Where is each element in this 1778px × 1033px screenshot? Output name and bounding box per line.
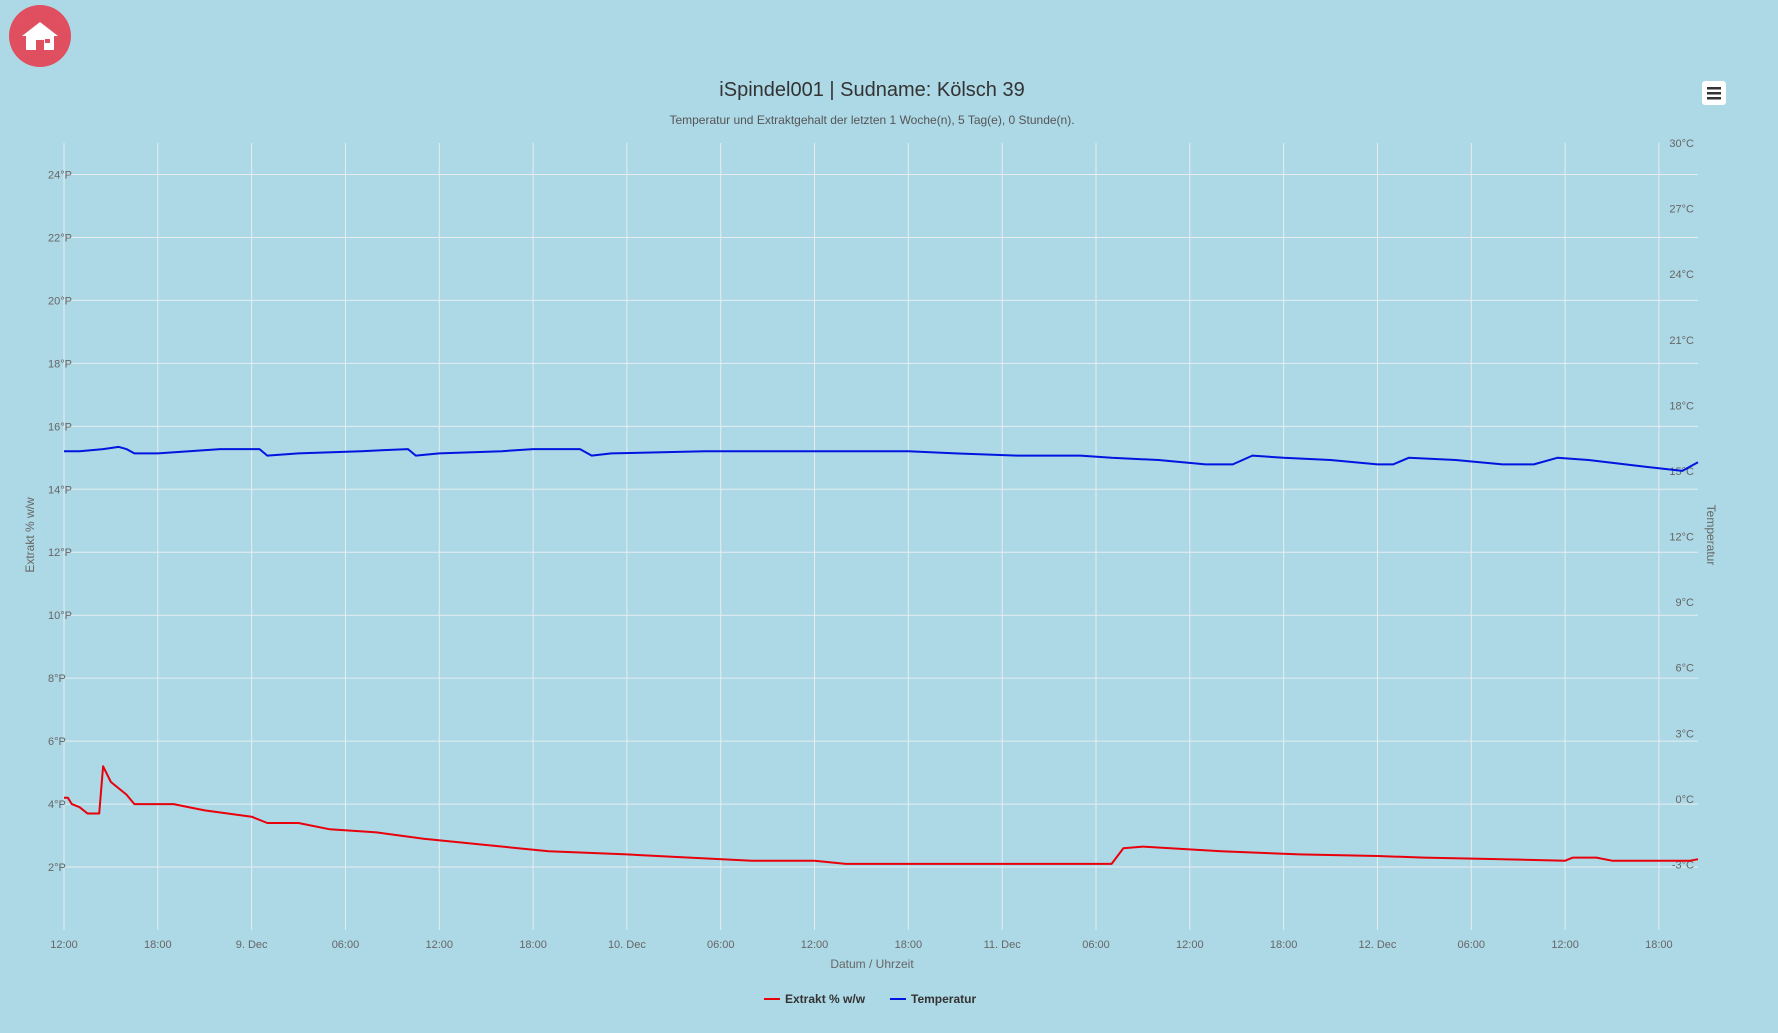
x-tick-label: 18:00 (1270, 939, 1298, 951)
y-right-tick-label: 9°C (1676, 597, 1695, 609)
x-tick-label: 12:00 (1176, 939, 1204, 951)
x-axis-title: Datum / Uhrzeit (830, 957, 914, 971)
series-line-extrakt-w-w[interactable] (64, 765, 1699, 865)
y-right-tick-label: 24°C (1669, 269, 1694, 281)
y-right-tick-label: 12°C (1669, 532, 1694, 544)
x-tick-label: 06:00 (707, 939, 735, 951)
legend-label: Temperatur (911, 992, 976, 1006)
chart-title: iSpindel001 | Sudname: Kölsch 39 (719, 79, 1024, 101)
x-tick-label: 12:00 (426, 939, 454, 951)
home-icon (22, 22, 58, 50)
x-tick-label: 10. Dec (608, 939, 646, 951)
x-tick-label: 11. Dec (984, 939, 1022, 951)
x-tick-label: 06:00 (332, 939, 360, 951)
y-left-axis-title: Extrakt % w/w (23, 497, 37, 573)
x-tick-label: 12:00 (801, 939, 829, 951)
legend-item[interactable]: Extrakt % w/w (764, 992, 866, 1006)
y-right-tick-label: 18°C (1669, 400, 1694, 412)
y-right-tick-label: -3°C (1672, 859, 1694, 871)
y-left-tick-label: 4°P (48, 799, 66, 811)
home-button[interactable] (9, 5, 71, 67)
x-tick-label: 12:00 (50, 939, 78, 951)
series-line-temperatur[interactable] (64, 445, 1699, 472)
y-left-tick-label: 24°P (48, 169, 72, 181)
chart-menu-button[interactable] (1702, 81, 1726, 105)
series (64, 445, 1699, 865)
y-right-tick-label: 6°C (1676, 663, 1695, 675)
y-right-tick-label: 27°C (1669, 204, 1694, 216)
x-tick-label: 12. Dec (1358, 939, 1396, 951)
y-left-tick-label: 2°P (48, 862, 66, 874)
x-ticks: 12:00 18:00 9. Dec 06:00 12:00 18:00 10. Dec 06… (50, 939, 1672, 951)
hamburger-menu-icon (1707, 87, 1721, 100)
y-left-tick-label: 16°P (48, 421, 72, 433)
y-left-tick-label: 22°P (48, 232, 72, 244)
x-tick-label: 18:00 (519, 939, 547, 951)
x-tick-label: 9. Dec (236, 939, 268, 951)
y-right-tick-label: 21°C (1669, 335, 1694, 347)
y-left-ticks: 2°P 4°P 6°P 8°P 10°P 12°P 14°P 16°P 18°P 20°P 22°P… (48, 169, 72, 874)
y-right-tick-label: 30°C (1669, 138, 1694, 150)
y-right-ticks: -3°C 0°C 3°C 6°C 9°C 12°C 15°C 18°C 21°C 24°C 27°C… (1669, 138, 1694, 871)
x-tick-label: 18:00 (144, 939, 172, 951)
y-left-tick-label: 20°P (48, 295, 72, 307)
y-left-tick-label: 12°P (48, 547, 72, 559)
legend-item[interactable]: Temperatur (890, 992, 976, 1006)
grid (63, 143, 1698, 930)
y-right-axis-title: Temperatur (1704, 505, 1718, 566)
chart-subtitle: Temperatur und Extraktgehalt der letzten… (669, 113, 1074, 127)
y-left-tick-label: 8°P (48, 673, 66, 685)
x-tick-label: 06:00 (1082, 939, 1110, 951)
y-right-tick-label: 15°C (1669, 466, 1694, 478)
y-left-tick-label: 6°P (48, 736, 66, 748)
y-right-tick-label: 0°C (1676, 794, 1695, 806)
legend: Extrakt % w/w Temperatur (764, 992, 976, 1006)
legend-label: Extrakt % w/w (785, 992, 866, 1006)
y-left-tick-label: 18°P (48, 358, 72, 370)
y-right-tick-label: 3°C (1676, 728, 1695, 740)
x-tick-label: 12:00 (1551, 939, 1579, 951)
y-left-tick-label: 10°P (48, 610, 72, 622)
y-left-tick-label: 14°P (48, 484, 72, 496)
x-tick-label: 06:00 (1458, 939, 1486, 951)
x-tick-label: 18:00 (895, 939, 923, 951)
x-tick-label: 18:00 (1645, 939, 1673, 951)
